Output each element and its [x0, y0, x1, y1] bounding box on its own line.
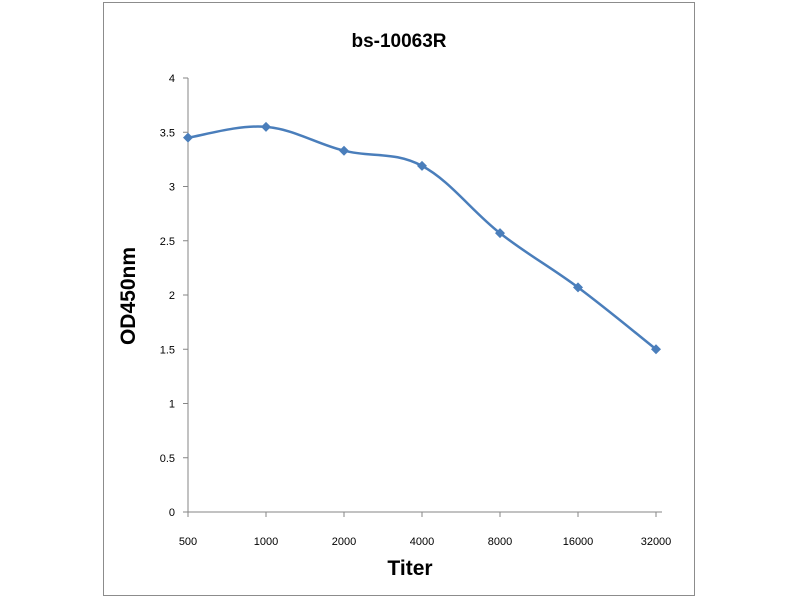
- data-point: [339, 145, 349, 156]
- x-tick-label: 16000: [563, 536, 594, 548]
- y-tick-label: 4: [169, 73, 175, 85]
- y-axis-title: OD450nm: [117, 247, 140, 345]
- data-point: [261, 121, 271, 132]
- y-tick-label: 3.5: [160, 127, 175, 139]
- chart-title: bs-10063R: [351, 31, 446, 52]
- x-tick-label: 32000: [641, 536, 672, 548]
- x-tick-label: 4000: [410, 536, 434, 548]
- y-tick-label: 3: [169, 182, 175, 194]
- y-tick-label: 2.5: [160, 236, 175, 248]
- data-point: [183, 132, 193, 143]
- data-point: [417, 160, 427, 171]
- data-point: [495, 228, 505, 239]
- x-tick-label: 1000: [254, 536, 278, 548]
- x-tick-label: 500: [179, 536, 197, 548]
- chart-frame: [103, 2, 695, 596]
- x-axis-title: Titer: [387, 557, 432, 580]
- y-tick-label: 1: [169, 399, 175, 411]
- y-tick-label: 1.5: [160, 344, 175, 356]
- series-line: [187, 125, 657, 351]
- y-tick-label: 2: [169, 290, 175, 302]
- x-tick-label: 8000: [488, 536, 512, 548]
- data-point: [573, 282, 583, 293]
- y-tick-label: 0: [169, 507, 175, 519]
- y-tick-label: 0.5: [160, 453, 175, 465]
- x-tick-label: 2000: [332, 536, 356, 548]
- data-point: [651, 344, 661, 355]
